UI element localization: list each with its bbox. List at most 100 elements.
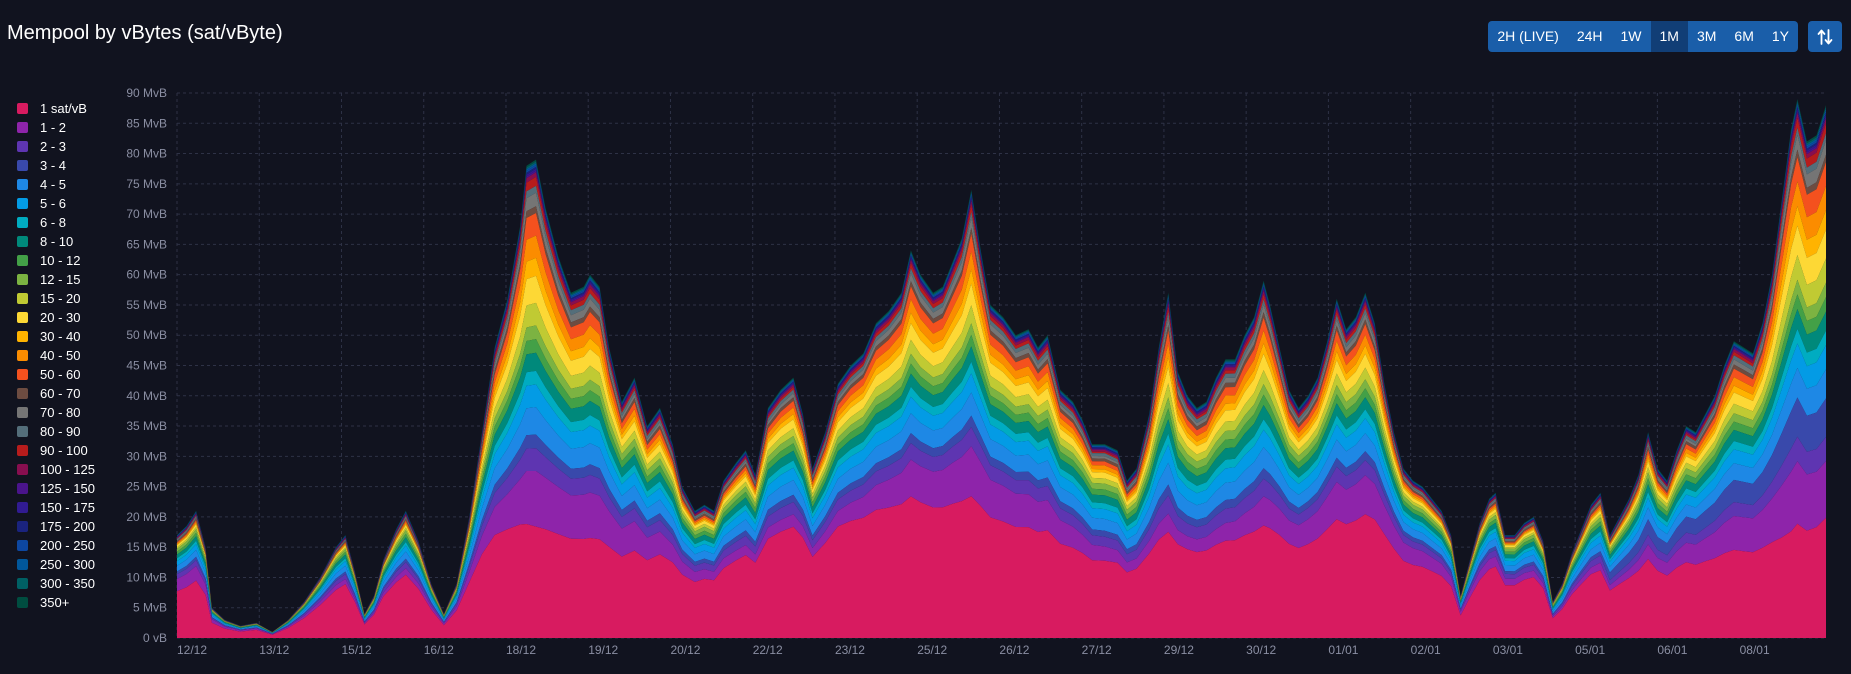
legend-item[interactable]: 5 - 6 [17,194,95,213]
y-tick-label: 90 MvB [126,86,167,100]
legend-label: 10 - 12 [40,253,81,268]
legend-label: 90 - 100 [40,443,88,458]
legend-label: 6 - 8 [40,215,67,230]
y-tick-label: 70 MvB [126,207,167,221]
legend-swatch [17,445,28,456]
legend-item[interactable]: 12 - 15 [17,270,95,289]
legend-item[interactable]: 10 - 12 [17,251,95,270]
y-tick-label: 75 MvB [126,177,167,191]
y-tick-label: 20 MvB [126,510,167,524]
legend-item[interactable]: 1 - 2 [17,118,95,137]
legend-swatch [17,331,28,342]
legend-label: 8 - 10 [40,234,74,249]
legend-label: 200 - 250 [40,538,95,553]
legend-swatch [17,483,28,494]
legend-item[interactable]: 175 - 200 [17,517,95,536]
legend-label: 150 - 175 [40,500,95,515]
y-tick-label: 15 MvB [126,540,167,554]
swap-vertical-icon [1817,28,1833,45]
legend-item[interactable]: 70 - 80 [17,403,95,422]
legend-item[interactable]: 30 - 40 [17,327,95,346]
y-tick-label: 5 MvB [133,601,167,615]
legend-item[interactable]: 300 - 350 [17,574,95,593]
legend-label: 60 - 70 [40,386,81,401]
x-tick-label: 06/01 [1657,643,1687,657]
legend-item[interactable]: 40 - 50 [17,346,95,365]
legend-item[interactable]: 100 - 125 [17,460,95,479]
range-6m-button[interactable]: 6M [1725,21,1763,52]
legend-swatch [17,407,28,418]
legend-item[interactable]: 250 - 300 [17,555,95,574]
y-tick-label: 45 MvB [126,359,167,373]
y-tick-label: 30 MvB [126,449,167,463]
range-3m-button[interactable]: 3M [1687,21,1726,52]
legend-swatch [17,217,28,228]
legend-label: 50 - 60 [40,367,81,382]
y-tick-label: 85 MvB [126,116,167,130]
series-area-0 [177,496,1826,638]
legend-item[interactable]: 60 - 70 [17,384,95,403]
legend-label: 350+ [40,595,70,610]
y-tick-label: 35 MvB [126,419,167,433]
x-tick-label: 23/12 [835,643,865,657]
legend-label: 1 - 2 [40,120,67,135]
legend-item[interactable]: 15 - 20 [17,289,95,308]
range-1m-button[interactable]: 1M [1650,21,1688,52]
legend-swatch [17,198,28,209]
legend-swatch [17,464,28,475]
y-tick-label: 60 MvB [126,268,167,282]
legend-swatch [17,274,28,285]
legend-label: 125 - 150 [40,481,95,496]
legend-item[interactable]: 2 - 3 [17,137,95,156]
range-24h-button[interactable]: 24H [1567,21,1612,52]
x-tick-label: 26/12 [999,643,1029,657]
x-tick-label: 13/12 [259,643,289,657]
y-tick-label: 55 MvB [126,298,167,312]
legend-swatch [17,160,28,171]
legend-label: 3 - 4 [40,158,67,173]
x-tick-label: 20/12 [670,643,700,657]
range-1y-button[interactable]: 1Y [1762,21,1798,52]
y-tick-label: 40 MvB [126,389,167,403]
legend-item[interactable]: 50 - 60 [17,365,95,384]
series-area-1 [177,446,1826,635]
x-tick-label: 08/01 [1740,643,1770,657]
legend-label: 300 - 350 [40,576,95,591]
x-tick-label: 02/01 [1411,643,1441,657]
legend-label: 80 - 90 [40,424,81,439]
x-tick-label: 22/12 [753,643,783,657]
legend-swatch [17,255,28,266]
legend-item[interactable]: 20 - 30 [17,308,95,327]
x-tick-label: 05/01 [1575,643,1605,657]
y-tick-label: 80 MvB [126,147,167,161]
legend-label: 12 - 15 [40,272,81,287]
legend-item[interactable]: 350+ [17,593,95,612]
legend-item[interactable]: 200 - 250 [17,536,95,555]
range-2h-live-button[interactable]: 2H (LIVE) [1488,21,1568,52]
legend-item[interactable]: 80 - 90 [17,422,95,441]
legend-item[interactable]: 1 sat/vB [17,99,95,118]
legend-label: 100 - 125 [40,462,95,477]
legend-swatch [17,293,28,304]
legend-item[interactable]: 3 - 4 [17,156,95,175]
invert-graph-button[interactable] [1808,21,1842,52]
legend-swatch [17,426,28,437]
legend-item[interactable]: 8 - 10 [17,232,95,251]
legend-item[interactable]: 4 - 5 [17,175,95,194]
y-tick-label: 0 vB [143,631,167,645]
legend-swatch [17,597,28,608]
x-tick-label: 19/12 [588,643,618,657]
legend-swatch [17,350,28,361]
range-1w-button[interactable]: 1W [1611,21,1651,52]
x-tick-label: 16/12 [424,643,454,657]
legend-swatch [17,540,28,551]
chart-legend: 1 sat/vB 1 - 2 2 - 3 3 - 4 4 - 5 5 - 6 6 - 8 8 … [17,99,95,612]
legend-item[interactable]: 6 - 8 [17,213,95,232]
legend-label: 5 - 6 [40,196,67,211]
legend-item[interactable]: 90 - 100 [17,441,95,460]
x-tick-label: 12/12 [177,643,207,657]
legend-swatch [17,122,28,133]
legend-item[interactable]: 125 - 150 [17,479,95,498]
y-tick-label: 10 MvB [126,570,167,584]
legend-item[interactable]: 150 - 175 [17,498,95,517]
